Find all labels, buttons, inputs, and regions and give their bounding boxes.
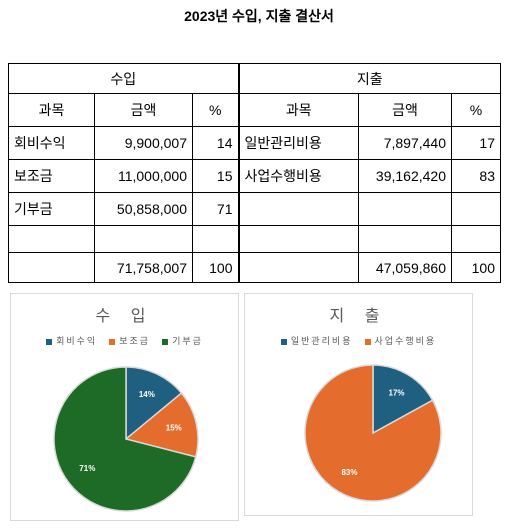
table-cell: 14	[192, 126, 239, 160]
data-label: 15%	[166, 423, 182, 432]
table-cell: 보조금	[8, 159, 95, 193]
table-cell: 47,059,860	[358, 252, 452, 283]
pie-chart: 17% 83%	[304, 364, 442, 502]
legend-label: 보조금	[119, 336, 151, 346]
pie-slice	[304, 364, 442, 502]
page-title: 2023년 수입, 지출 결산서	[184, 8, 334, 24]
header-row: 과목 금액% 과목 금액%	[8, 93, 501, 127]
table-cell: 39,162,420	[358, 159, 452, 193]
data-label: 17%	[389, 388, 405, 397]
table-cell: 100	[451, 252, 501, 283]
table-cell	[94, 225, 193, 253]
table-cell: 83	[451, 159, 501, 193]
table-row	[8, 225, 501, 253]
group-header: 수입	[8, 63, 239, 94]
table-cell	[237, 252, 359, 283]
legend-label: 사업수행비용	[374, 336, 437, 346]
column-header: 과목	[8, 93, 95, 127]
data-label: 14%	[139, 390, 155, 399]
table-cell: 9,900,007	[94, 126, 193, 160]
pie-slice	[53, 366, 197, 512]
table-row: 71,758,007 100 47,059,860 100	[8, 252, 501, 283]
pie-slice	[372, 364, 434, 435]
pie-slice	[124, 392, 199, 458]
chart-title: 수 입	[95, 308, 154, 325]
table-row: 기부금 50,858,000 71	[8, 192, 501, 226]
legend-label: 기부금	[172, 336, 203, 346]
table-cell: 회비수익	[8, 126, 95, 160]
data-label: 71%	[79, 464, 95, 473]
table-cell: 17	[451, 126, 501, 160]
table-cell: 사업수행비용	[237, 159, 359, 193]
column-header: %	[451, 93, 501, 127]
table-cell: 11,000,000	[94, 159, 193, 193]
legend-swatch	[364, 338, 371, 345]
legend-swatch	[109, 338, 116, 345]
legend-label: 회비수익	[56, 336, 98, 346]
table-cell: 100	[192, 252, 239, 283]
chart-title: 지 출	[329, 308, 388, 325]
table-cell: 일반관리비용	[237, 126, 359, 160]
summary-table: 수입 지출 과목 금액% 과목 금액% 회비수익 9,900,007 14 일반관리비용 7,897…	[8, 63, 501, 283]
legend-item: 일반관리비용	[280, 334, 353, 347]
table-cell: 50,858,000	[94, 192, 193, 226]
legend-item: 기부금	[162, 334, 203, 347]
pie-slice	[125, 366, 183, 441]
table-row: 보조금 11,000,000 15 사업수행비용 39,162,420 83	[8, 159, 501, 193]
legend-item: 보조금	[109, 334, 150, 347]
legend-item: 회비수익	[46, 334, 97, 347]
legend-label: 일반관리비용	[290, 336, 353, 346]
table-cell: 7,897,440	[358, 126, 452, 160]
group-header: 지출	[237, 63, 501, 94]
group-row: 수입 지출	[8, 63, 501, 94]
table-cell	[8, 252, 95, 283]
legend: 회비수익 보조금 기부금	[11, 334, 238, 347]
table-cell	[237, 192, 359, 226]
table-cell	[451, 192, 501, 226]
table-cell: 71,758,007	[94, 252, 193, 283]
legend-swatch	[280, 338, 287, 345]
data-label: 83%	[341, 468, 357, 477]
table-cell: 71	[192, 192, 239, 226]
table-row: 회비수익 9,900,007 14 일반관리비용 7,897,440 17	[8, 126, 501, 160]
table-cell	[358, 225, 452, 253]
table-cell	[8, 225, 95, 253]
legend: 일반관리비용 사업수행비용	[245, 334, 472, 347]
column-header: %	[192, 93, 239, 127]
table-cell	[192, 225, 239, 253]
column-header: 금액	[94, 93, 193, 127]
table-cell: 15	[192, 159, 239, 193]
column-header: 과목	[237, 93, 359, 127]
table-cell	[451, 225, 501, 253]
column-header: 금액	[358, 93, 452, 127]
table-cell	[358, 192, 452, 226]
legend-swatch	[162, 338, 169, 345]
legend-item: 사업수행비용	[364, 334, 437, 347]
pie-chart: 14% 15% 71%	[53, 366, 199, 512]
table-cell	[237, 225, 359, 253]
table-cell: 기부금	[8, 192, 95, 226]
legend-swatch	[46, 338, 53, 345]
